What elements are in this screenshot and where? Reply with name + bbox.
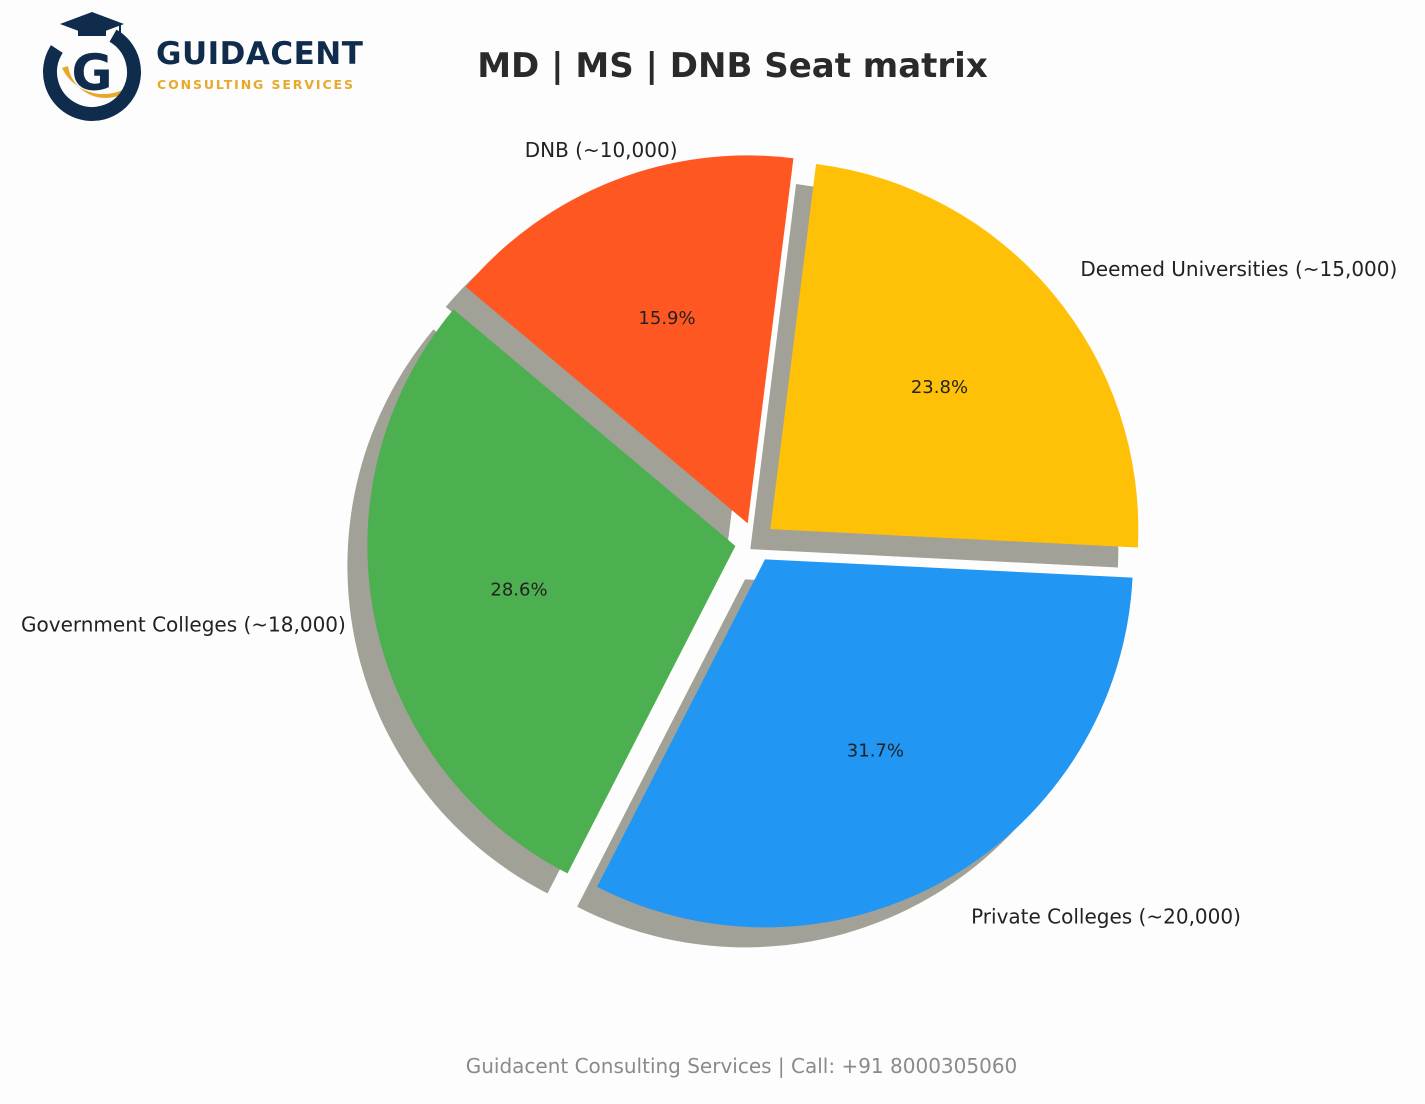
category-label-private-colleges: Private Colleges (~20,000) bbox=[971, 904, 1241, 928]
logo-emblem-icon: G bbox=[43, 12, 141, 121]
category-label-dnb: DNB (~10,000) bbox=[525, 138, 678, 162]
pie-labels: 28.6% Government Colleges (~18,000) 31.7% P… bbox=[21, 138, 1397, 928]
slice-deemed-universities bbox=[770, 164, 1139, 548]
percent-label-deemed-universities: 23.8% bbox=[911, 377, 968, 398]
brand-tagline: CONSULTING SERVICES bbox=[157, 77, 355, 92]
percent-label-government-colleges: 28.6% bbox=[490, 580, 547, 601]
footer-contact: Guidacent Consulting Services | Call: +9… bbox=[465, 1054, 1018, 1078]
category-label-government-colleges: Government Colleges (~18,000) bbox=[21, 613, 346, 637]
chart-title: MD | MS | DNB Seat matrix bbox=[477, 46, 988, 86]
logo-letter: G bbox=[71, 44, 112, 102]
category-label-deemed-universities: Deemed Universities (~15,000) bbox=[1080, 257, 1397, 281]
percent-label-dnb: 15.9% bbox=[638, 308, 695, 329]
pie-slices bbox=[367, 155, 1139, 928]
percent-label-private-colleges: 31.7% bbox=[847, 741, 904, 762]
brand-logo: G GUIDACENT CONSULTING SERVICES bbox=[40, 10, 370, 122]
slice-dnb bbox=[465, 155, 794, 524]
slice-government-colleges bbox=[367, 309, 736, 874]
slice-private-colleges bbox=[597, 559, 1133, 928]
brand-name: GUIDACENT bbox=[156, 36, 364, 72]
